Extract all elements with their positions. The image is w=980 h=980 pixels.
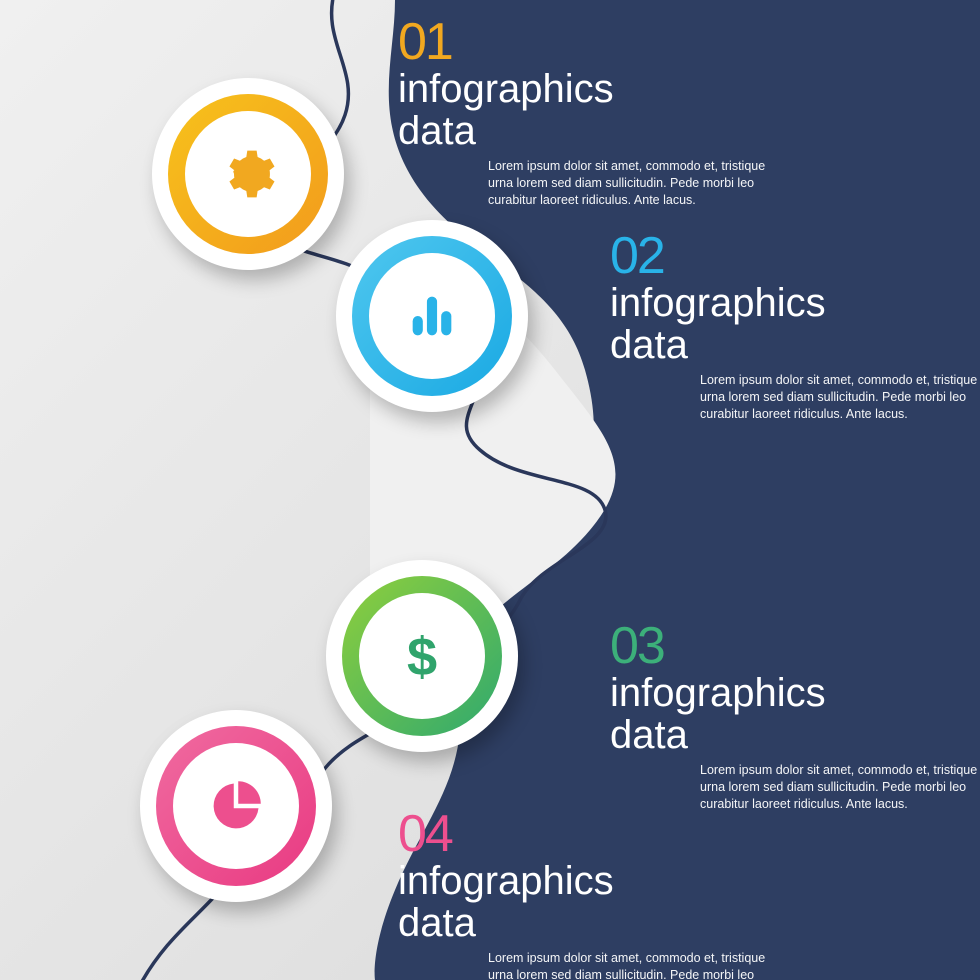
step-title-02: infographics data xyxy=(610,282,980,366)
step-body-01: Lorem ipsum dolor sit amet, commodo et, … xyxy=(488,158,778,209)
node-dollar-inner: $ xyxy=(359,593,485,719)
step-title-03: infographics data xyxy=(610,672,980,756)
node-pie-ring xyxy=(156,726,316,886)
gear-icon xyxy=(220,146,276,202)
step-number-04: 04 xyxy=(398,808,778,860)
text-block-02: 02 infographics data Lorem ipsum dolor s… xyxy=(610,230,980,423)
bar-chart-icon xyxy=(403,287,461,345)
text-block-01: 01 infographics data Lorem ipsum dolor s… xyxy=(398,16,778,209)
step-title-04-l2: data xyxy=(398,901,476,945)
node-pie xyxy=(140,710,332,902)
node-chart xyxy=(336,220,528,412)
svg-text:$: $ xyxy=(407,627,437,687)
step-title-01-l1: infographics xyxy=(398,67,614,111)
step-body-02: Lorem ipsum dolor sit amet, commodo et, … xyxy=(700,372,980,423)
node-pie-inner xyxy=(173,743,299,869)
step-title-03-l1: infographics xyxy=(610,671,826,715)
node-gear-inner xyxy=(185,111,311,237)
node-chart-inner xyxy=(369,253,495,379)
step-title-04: infographics data xyxy=(398,860,778,944)
step-title-01-l2: data xyxy=(398,109,476,153)
text-block-03: 03 infographics data Lorem ipsum dolor s… xyxy=(610,620,980,813)
step-body-03: Lorem ipsum dolor sit amet, commodo et, … xyxy=(700,762,980,813)
node-dollar: $ xyxy=(326,560,518,752)
pie-chart-icon xyxy=(209,779,263,833)
step-title-03-l2: data xyxy=(610,713,688,757)
step-number-01: 01 xyxy=(398,16,778,68)
infographic-canvas: $ 01 infographics data Lorem ipsum dolor… xyxy=(0,0,980,980)
step-title-01: infographics data xyxy=(398,68,778,152)
node-chart-ring xyxy=(352,236,512,396)
node-dollar-ring: $ xyxy=(342,576,502,736)
step-number-02: 02 xyxy=(610,230,980,282)
dollar-icon: $ xyxy=(397,624,447,688)
node-gear xyxy=(152,78,344,270)
step-title-02-l2: data xyxy=(610,323,688,367)
text-block-04: 04 infographics data Lorem ipsum dolor s… xyxy=(398,808,778,980)
step-title-04-l1: infographics xyxy=(398,859,614,903)
step-title-02-l1: infographics xyxy=(610,281,826,325)
step-body-04: Lorem ipsum dolor sit amet, commodo et, … xyxy=(488,950,778,980)
step-number-03: 03 xyxy=(610,620,980,672)
node-gear-ring xyxy=(168,94,328,254)
